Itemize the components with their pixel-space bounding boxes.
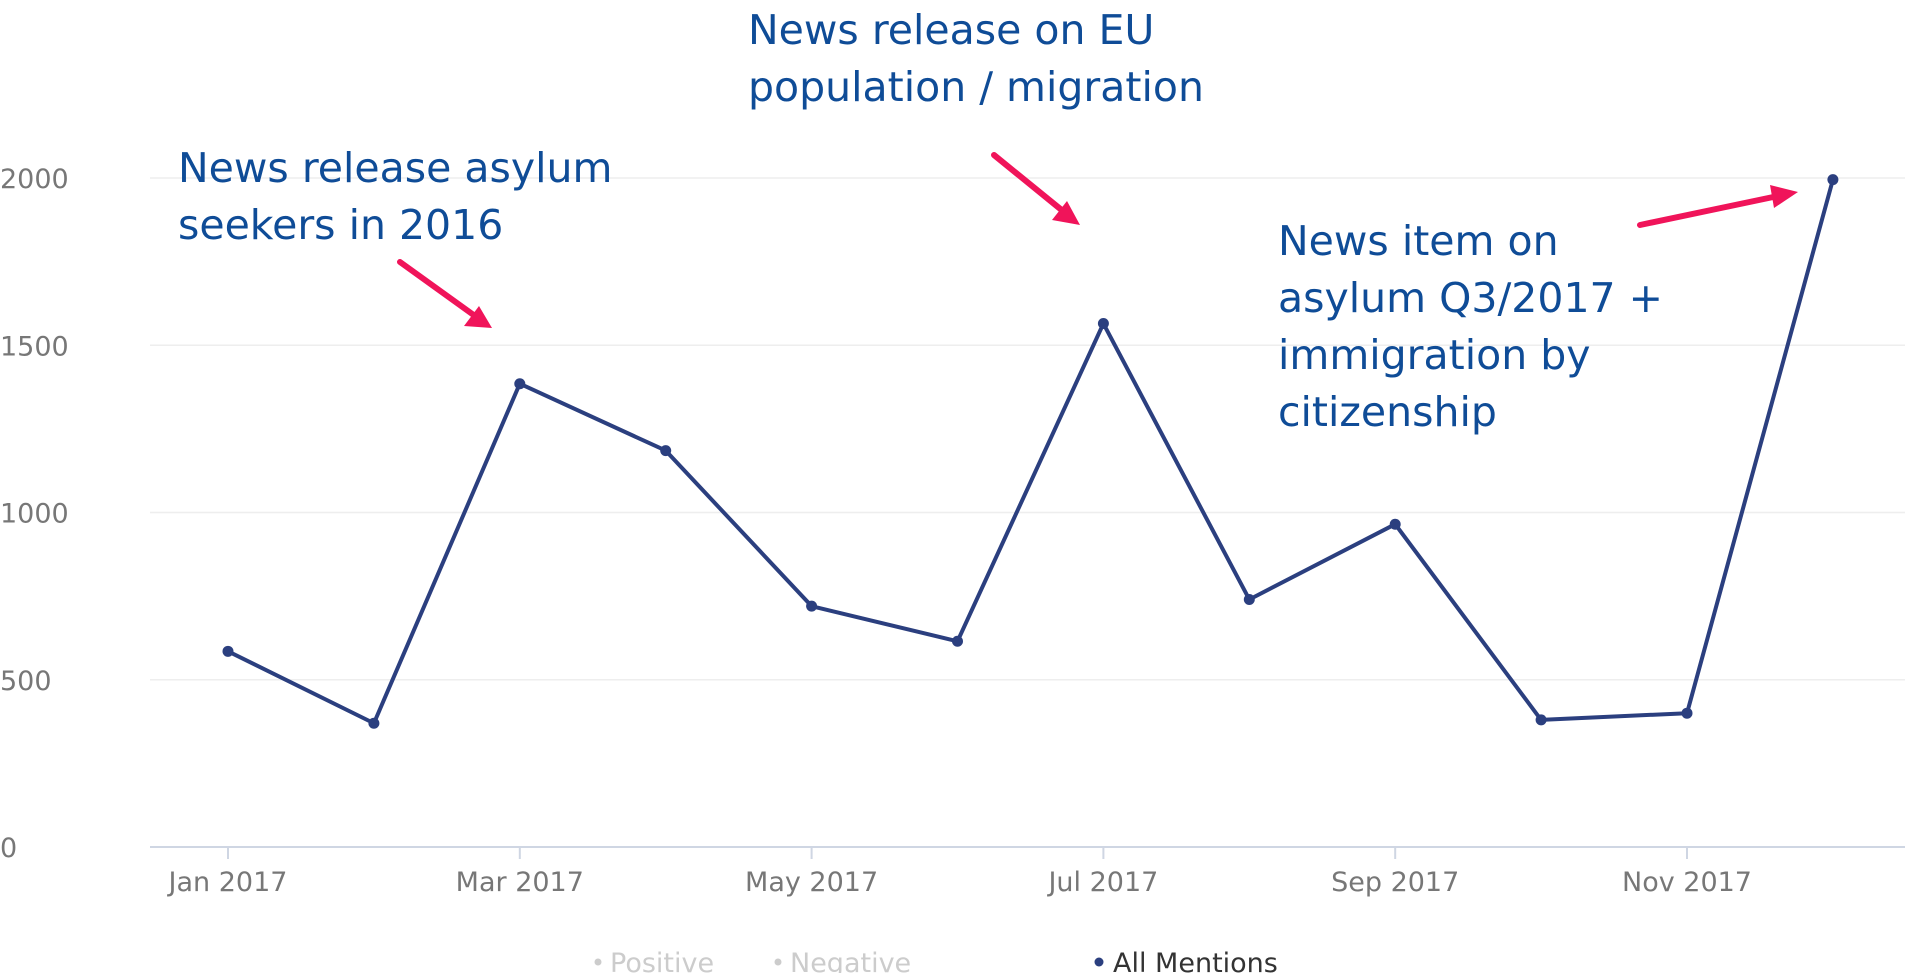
annotation-2: News release on EU population / migratio… [748, 6, 1204, 111]
annotation-arrow-2-head [1052, 201, 1080, 225]
grid-layer [150, 177, 1905, 848]
legend-item-negative[interactable]: Negative [774, 948, 912, 973]
legend-item-positive[interactable]: Positive [594, 948, 715, 973]
y-axis-ticks: 0 500 1000 1500 2000 [0, 164, 69, 864]
data-point[interactable] [1389, 518, 1401, 530]
annotation-arrow-3-head [1770, 185, 1798, 208]
annotation-1-line-1: News release asylum [178, 144, 612, 192]
annotation-3-line-3: immigration by [1278, 331, 1591, 379]
y-tick-label: 1000 [0, 499, 69, 530]
data-point[interactable] [660, 445, 672, 457]
annotation-3-line-4: citizenship [1278, 388, 1497, 436]
x-tick-label: Nov 2017 [1622, 867, 1752, 898]
legend: Positive Negative All Mentions [594, 948, 1278, 973]
legend-label-positive: Positive [610, 948, 714, 973]
y-tick-label: 1500 [0, 331, 69, 362]
annotation-3-line-2: asylum Q3/2017 + [1278, 274, 1663, 322]
annotation-arrows [397, 152, 1798, 328]
y-tick-label: 2000 [0, 164, 69, 195]
data-point[interactable] [514, 378, 526, 390]
annotation-arrow-1-head [464, 306, 492, 328]
x-axis-ticks: Jan 2017 Mar 2017 May 2017 Jul 2017 Sep 2017… [167, 847, 1752, 898]
x-tick-label: Jan 2017 [167, 867, 288, 898]
x-tick-label: May 2017 [745, 867, 878, 898]
legend-marker-negative [774, 958, 782, 966]
annotation-1-line-2: seekers in 2016 [178, 201, 503, 249]
series-line-all-mentions [226, 177, 1835, 726]
y-tick-label: 500 [0, 666, 52, 697]
data-point[interactable] [806, 600, 818, 612]
annotation-3-line-1: News item on [1278, 217, 1559, 265]
annotation-arrow-2 [991, 152, 1072, 219]
x-tick-label: Jul 2017 [1046, 867, 1158, 898]
annotation-arrow-1 [397, 259, 485, 324]
data-point[interactable] [1681, 707, 1693, 719]
annotation-2-line-1: News release on EU [748, 6, 1154, 54]
data-point[interactable] [1827, 174, 1839, 186]
legend-label-negative: Negative [790, 948, 911, 973]
x-tick-label: Sep 2017 [1331, 867, 1459, 898]
legend-item-all-mentions[interactable]: All Mentions [1094, 948, 1278, 973]
data-point[interactable] [1243, 593, 1255, 605]
data-point[interactable] [1097, 318, 1109, 330]
annotation-1: News release asylum seekers in 2016 [178, 144, 625, 249]
legend-marker-positive [594, 958, 602, 966]
legend-marker-all-mentions [1094, 957, 1104, 967]
data-point[interactable] [952, 635, 963, 647]
annotation-3: News item on asylum Q3/2017 + immigratio… [1278, 217, 1676, 436]
annotation-2-line-2: population / migration [748, 63, 1204, 111]
data-point[interactable] [222, 645, 234, 657]
y-tick-label: 0 [0, 833, 17, 864]
series-layer [222, 174, 1839, 729]
data-point[interactable] [1535, 714, 1547, 726]
data-point[interactable] [368, 717, 380, 729]
x-tick-label: Mar 2017 [456, 867, 584, 898]
annotation-arrow-3 [1637, 193, 1781, 228]
legend-label-all-mentions: All Mentions [1113, 948, 1278, 973]
